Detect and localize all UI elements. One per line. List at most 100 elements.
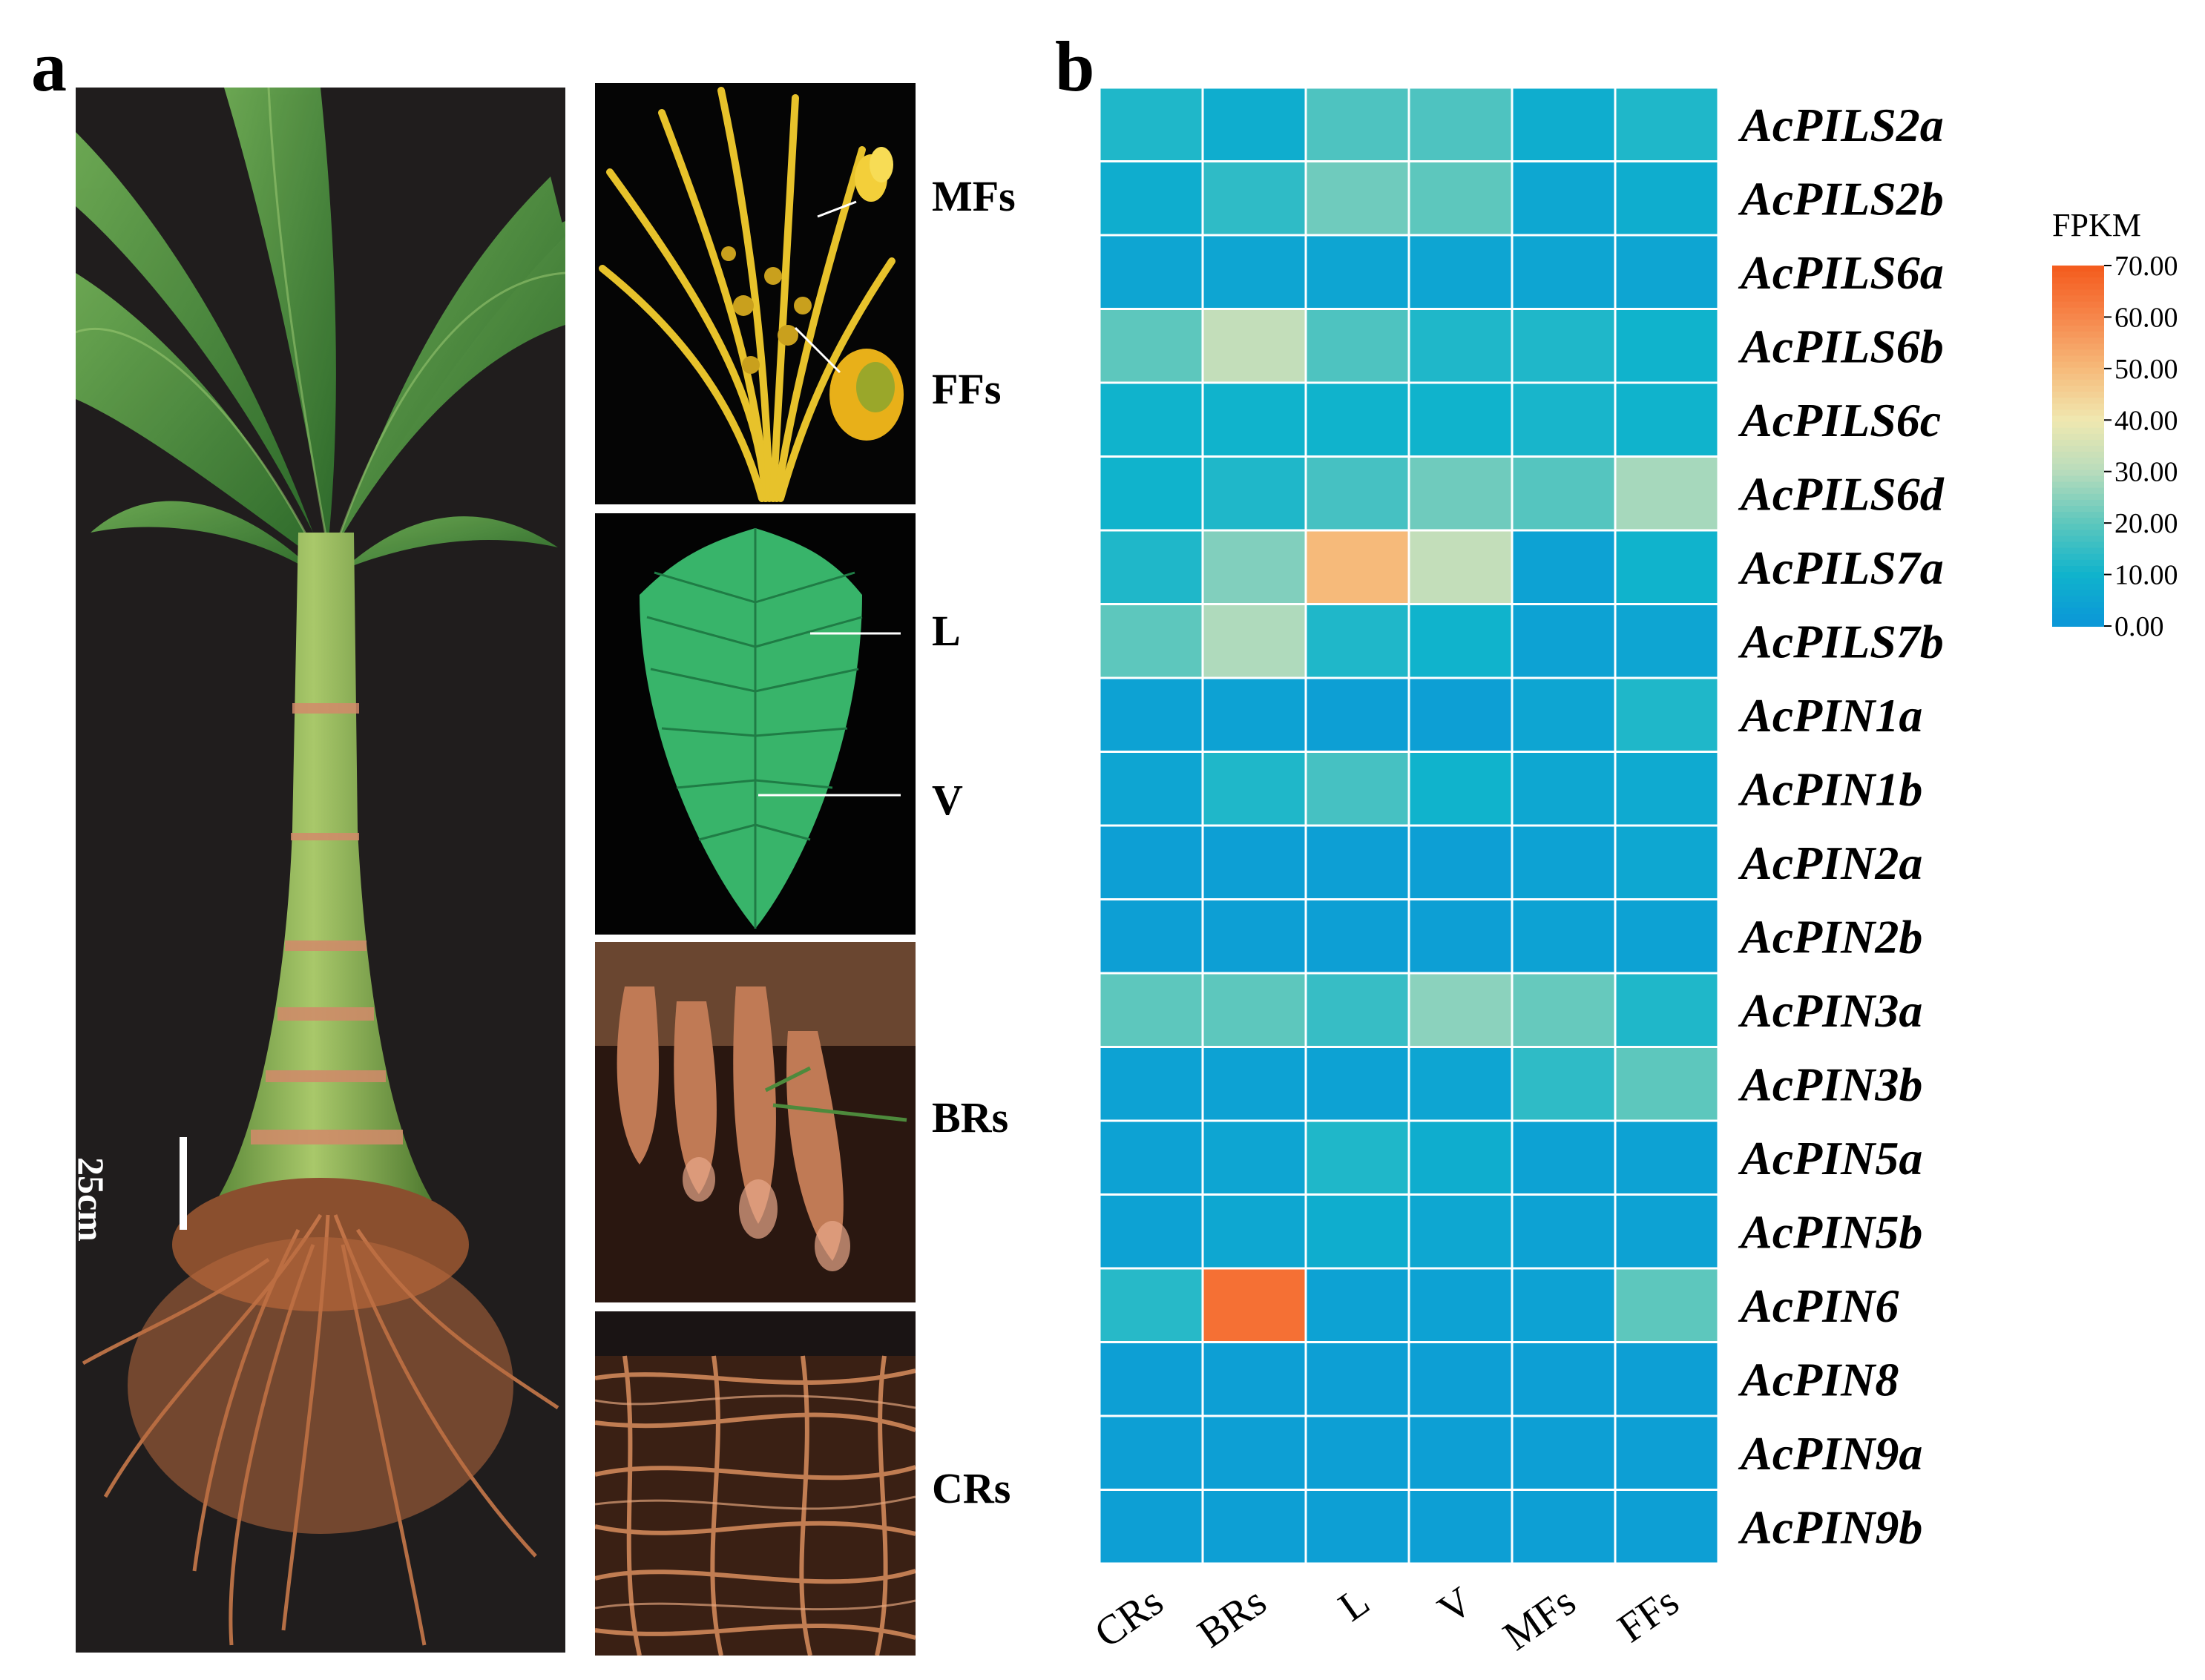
heatmap-cell [1407,676,1514,753]
colorbar-segment [2052,596,2104,603]
heatmap-cell [1614,455,1720,532]
heatmap-cell [1201,1341,1307,1417]
heatmap-cell [1407,1046,1514,1122]
heatmap-cell [1407,86,1514,162]
tissue-label-brs: BRs [932,1093,1009,1142]
heatmap-cell [1304,308,1410,384]
colorbar-segment [2052,607,2104,615]
colorbar-segment [2052,289,2104,297]
heatmap-cell [1407,1119,1514,1196]
heatmap-cell [1304,1341,1410,1417]
heatmap-cell [1511,160,1617,237]
row-label: AcPIN3a [1738,984,1922,1037]
heatmap-cell [1511,1267,1617,1343]
colorbar-segment [2052,613,2104,621]
colorbar-segment [2052,301,2104,309]
heatmap-cell [1201,1193,1307,1270]
panel-b-label: b [1055,27,1095,106]
row-label: AcPILS7b [1738,615,1944,668]
heatmap-cell [1098,86,1204,162]
colorbar-segment [2052,506,2104,513]
colorbar: FPKM 70.00 60.00 50.00 40.00 30.00 20.00 10.00 0… [2052,207,2178,642]
heatmap-cell [1614,1267,1720,1343]
colorbar-segment [2052,493,2104,501]
row-label: AcPIN5a [1738,1132,1922,1185]
colorbar-tick-label: 20.00 [2114,508,2178,539]
heatmap-cell [1407,1341,1514,1417]
column-label: V [1430,1578,1481,1633]
heatmap-cell [1098,898,1204,975]
colorbar-segment [2052,553,2104,561]
colorbar-segment [2052,578,2104,585]
colorbar-segment [2052,295,2104,303]
heatmap-cell [1407,1414,1514,1491]
heatmap-cell [1511,1341,1617,1417]
colorbar-tick-label: 10.00 [2114,560,2178,591]
heatmap-cell [1407,972,1514,1048]
colorbar-segment [2052,319,2104,326]
colorbar-segment [2052,355,2104,363]
heatmap-cell [1098,1119,1204,1196]
heatmap-cell [1511,1046,1617,1122]
colorbar-segment [2052,464,2104,471]
colorbar-segment [2052,547,2104,555]
colorbar-tick-label: 0.00 [2114,611,2164,642]
heatmap-cell [1304,455,1410,532]
heatmap-cell [1614,603,1720,679]
colorbar-tick-label: 40.00 [2114,405,2178,436]
heatmap-cell [1304,1046,1410,1122]
heatmap-cell [1304,1489,1410,1565]
colorbar-segment [2052,470,2104,477]
tissue-label-l: L [932,607,961,655]
tissue-label-mfs: MFs [932,172,1016,220]
colorbar-segment [2052,379,2104,386]
colorbar-segment [2052,343,2104,351]
leaf-photo [595,513,916,935]
heatmap-cell [1614,381,1720,458]
heatmap-cell [1201,824,1307,900]
scale-bar [180,1137,187,1230]
heatmap-cell [1614,676,1720,753]
column-label: L [1330,1578,1378,1630]
tissue-label-crs: CRs [932,1464,1011,1512]
row-label: AcPILS2b [1738,172,1944,225]
colorbar-segment [2052,530,2104,537]
crown-roots-photo [595,1311,916,1656]
heatmap-cell [1098,1046,1204,1122]
heatmap-cell [1201,751,1307,827]
heatmap-cell [1614,1341,1720,1417]
heatmap-cell [1511,86,1617,162]
heatmap-cell [1098,1414,1204,1491]
heatmap-cell [1304,751,1410,827]
colorbar-segment [2052,409,2104,417]
colorbar-segment [2052,524,2104,531]
colorbar-segment [2052,386,2104,393]
row-label: AcPILS6b [1738,320,1944,372]
row-label: AcPIN6 [1738,1279,1899,1332]
colorbar-segment [2052,337,2104,345]
heatmap-cell [1304,529,1410,605]
heatmap-cell [1407,751,1514,827]
colorbar-segment [2052,619,2104,627]
heatmap-cell [1614,972,1720,1048]
heatmap-cell [1614,1414,1720,1491]
tissue-label-v: V [932,776,963,824]
heatmap-cell [1407,1267,1514,1343]
colorbar-segment [2052,307,2104,314]
colorbar-segment [2052,421,2104,429]
heatmap-cell [1201,1489,1307,1565]
heatmap-cell [1098,1341,1204,1417]
heatmap-cell [1614,898,1720,975]
row-label: AcPILS6d [1738,467,1945,520]
heatmap-cell [1098,160,1204,237]
heatmap-cell [1407,160,1514,237]
heatmap-cell [1098,308,1204,384]
heatmap-cell [1304,898,1410,975]
heatmap-cell [1614,234,1720,310]
colorbar-segment [2052,590,2104,597]
colorbar-segment [2052,313,2104,320]
heatmap-cell [1304,381,1410,458]
colorbar-segment [2052,541,2104,549]
heatmap-cell [1201,898,1307,975]
